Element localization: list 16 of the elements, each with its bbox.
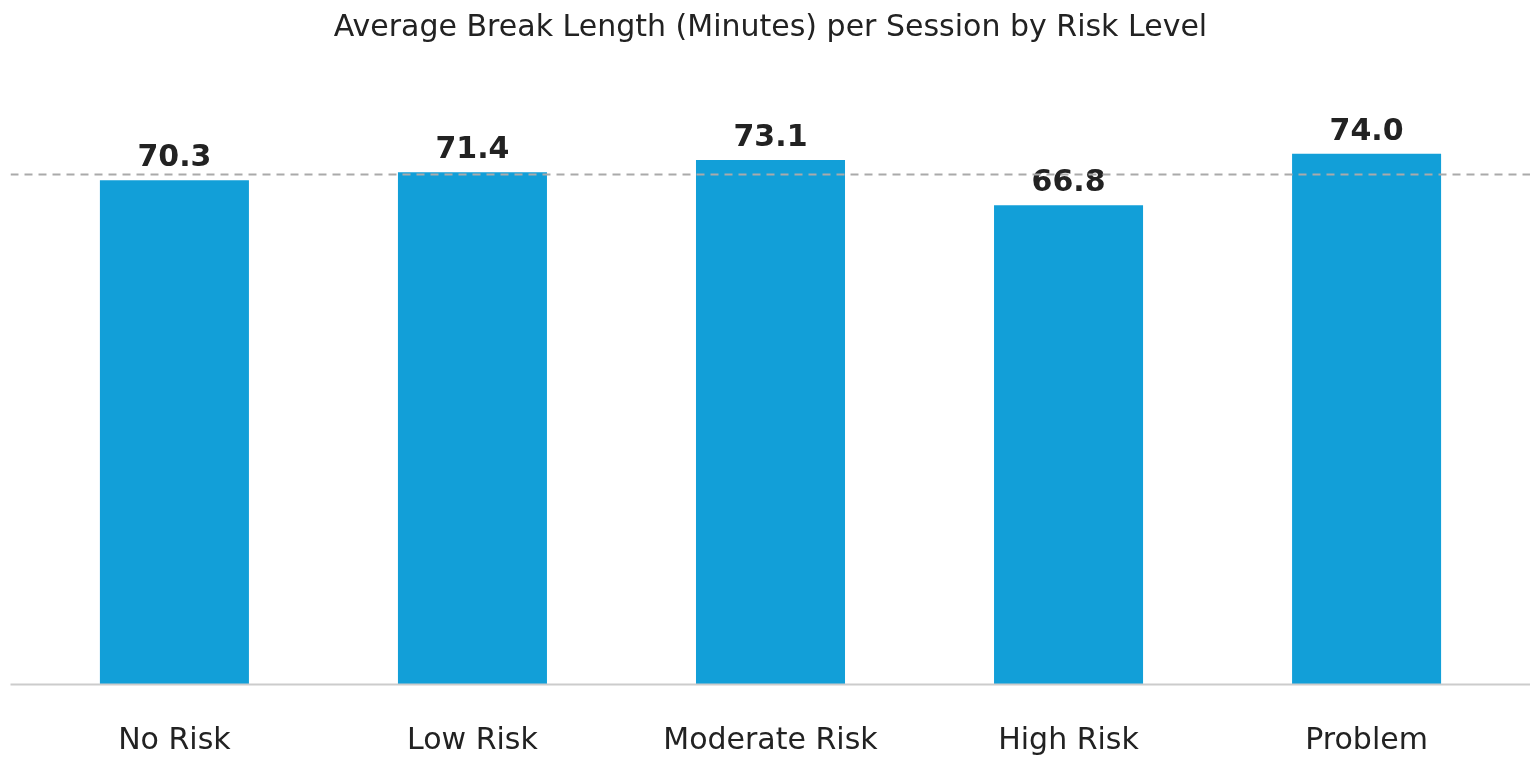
x-tick-label: High Risk: [998, 720, 1140, 756]
x-tick-label: Low Risk: [407, 720, 539, 756]
x-tick-label: No Risk: [118, 720, 232, 756]
bar: [994, 205, 1144, 685]
bar: [695, 160, 846, 685]
data-label: 73.1: [733, 118, 808, 154]
bar: [1292, 153, 1442, 685]
data-label: 74.0: [1329, 111, 1404, 147]
x-tick-label: Problem: [1305, 720, 1428, 756]
bar: [99, 180, 249, 685]
bar: [397, 172, 547, 685]
data-label: 71.4: [435, 130, 510, 166]
chart-title: Average Break Length (Minutes) per Session by Risk Level: [333, 7, 1208, 43]
data-label: 66.8: [1031, 163, 1106, 199]
x-tick-label: Moderate Risk: [663, 720, 879, 756]
data-label: 70.3: [137, 138, 212, 174]
